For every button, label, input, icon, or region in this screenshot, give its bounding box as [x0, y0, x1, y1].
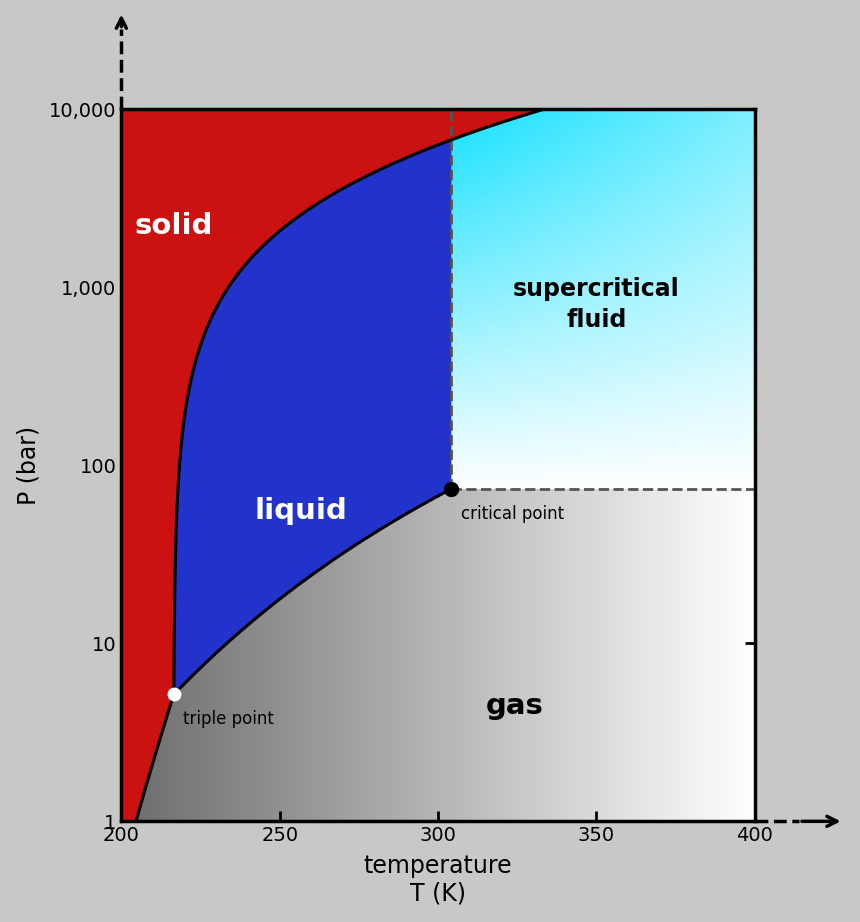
- Text: supercritical
fluid: supercritical fluid: [513, 277, 679, 333]
- Polygon shape: [121, 110, 543, 875]
- Text: liquid: liquid: [255, 497, 347, 525]
- Text: gas: gas: [486, 692, 544, 720]
- X-axis label: temperature
T (K): temperature T (K): [364, 854, 513, 905]
- Text: solid: solid: [134, 212, 212, 240]
- Text: triple point: triple point: [183, 710, 274, 728]
- Y-axis label: P (bar): P (bar): [16, 426, 40, 505]
- Polygon shape: [174, 110, 543, 694]
- Text: critical point: critical point: [461, 504, 564, 523]
